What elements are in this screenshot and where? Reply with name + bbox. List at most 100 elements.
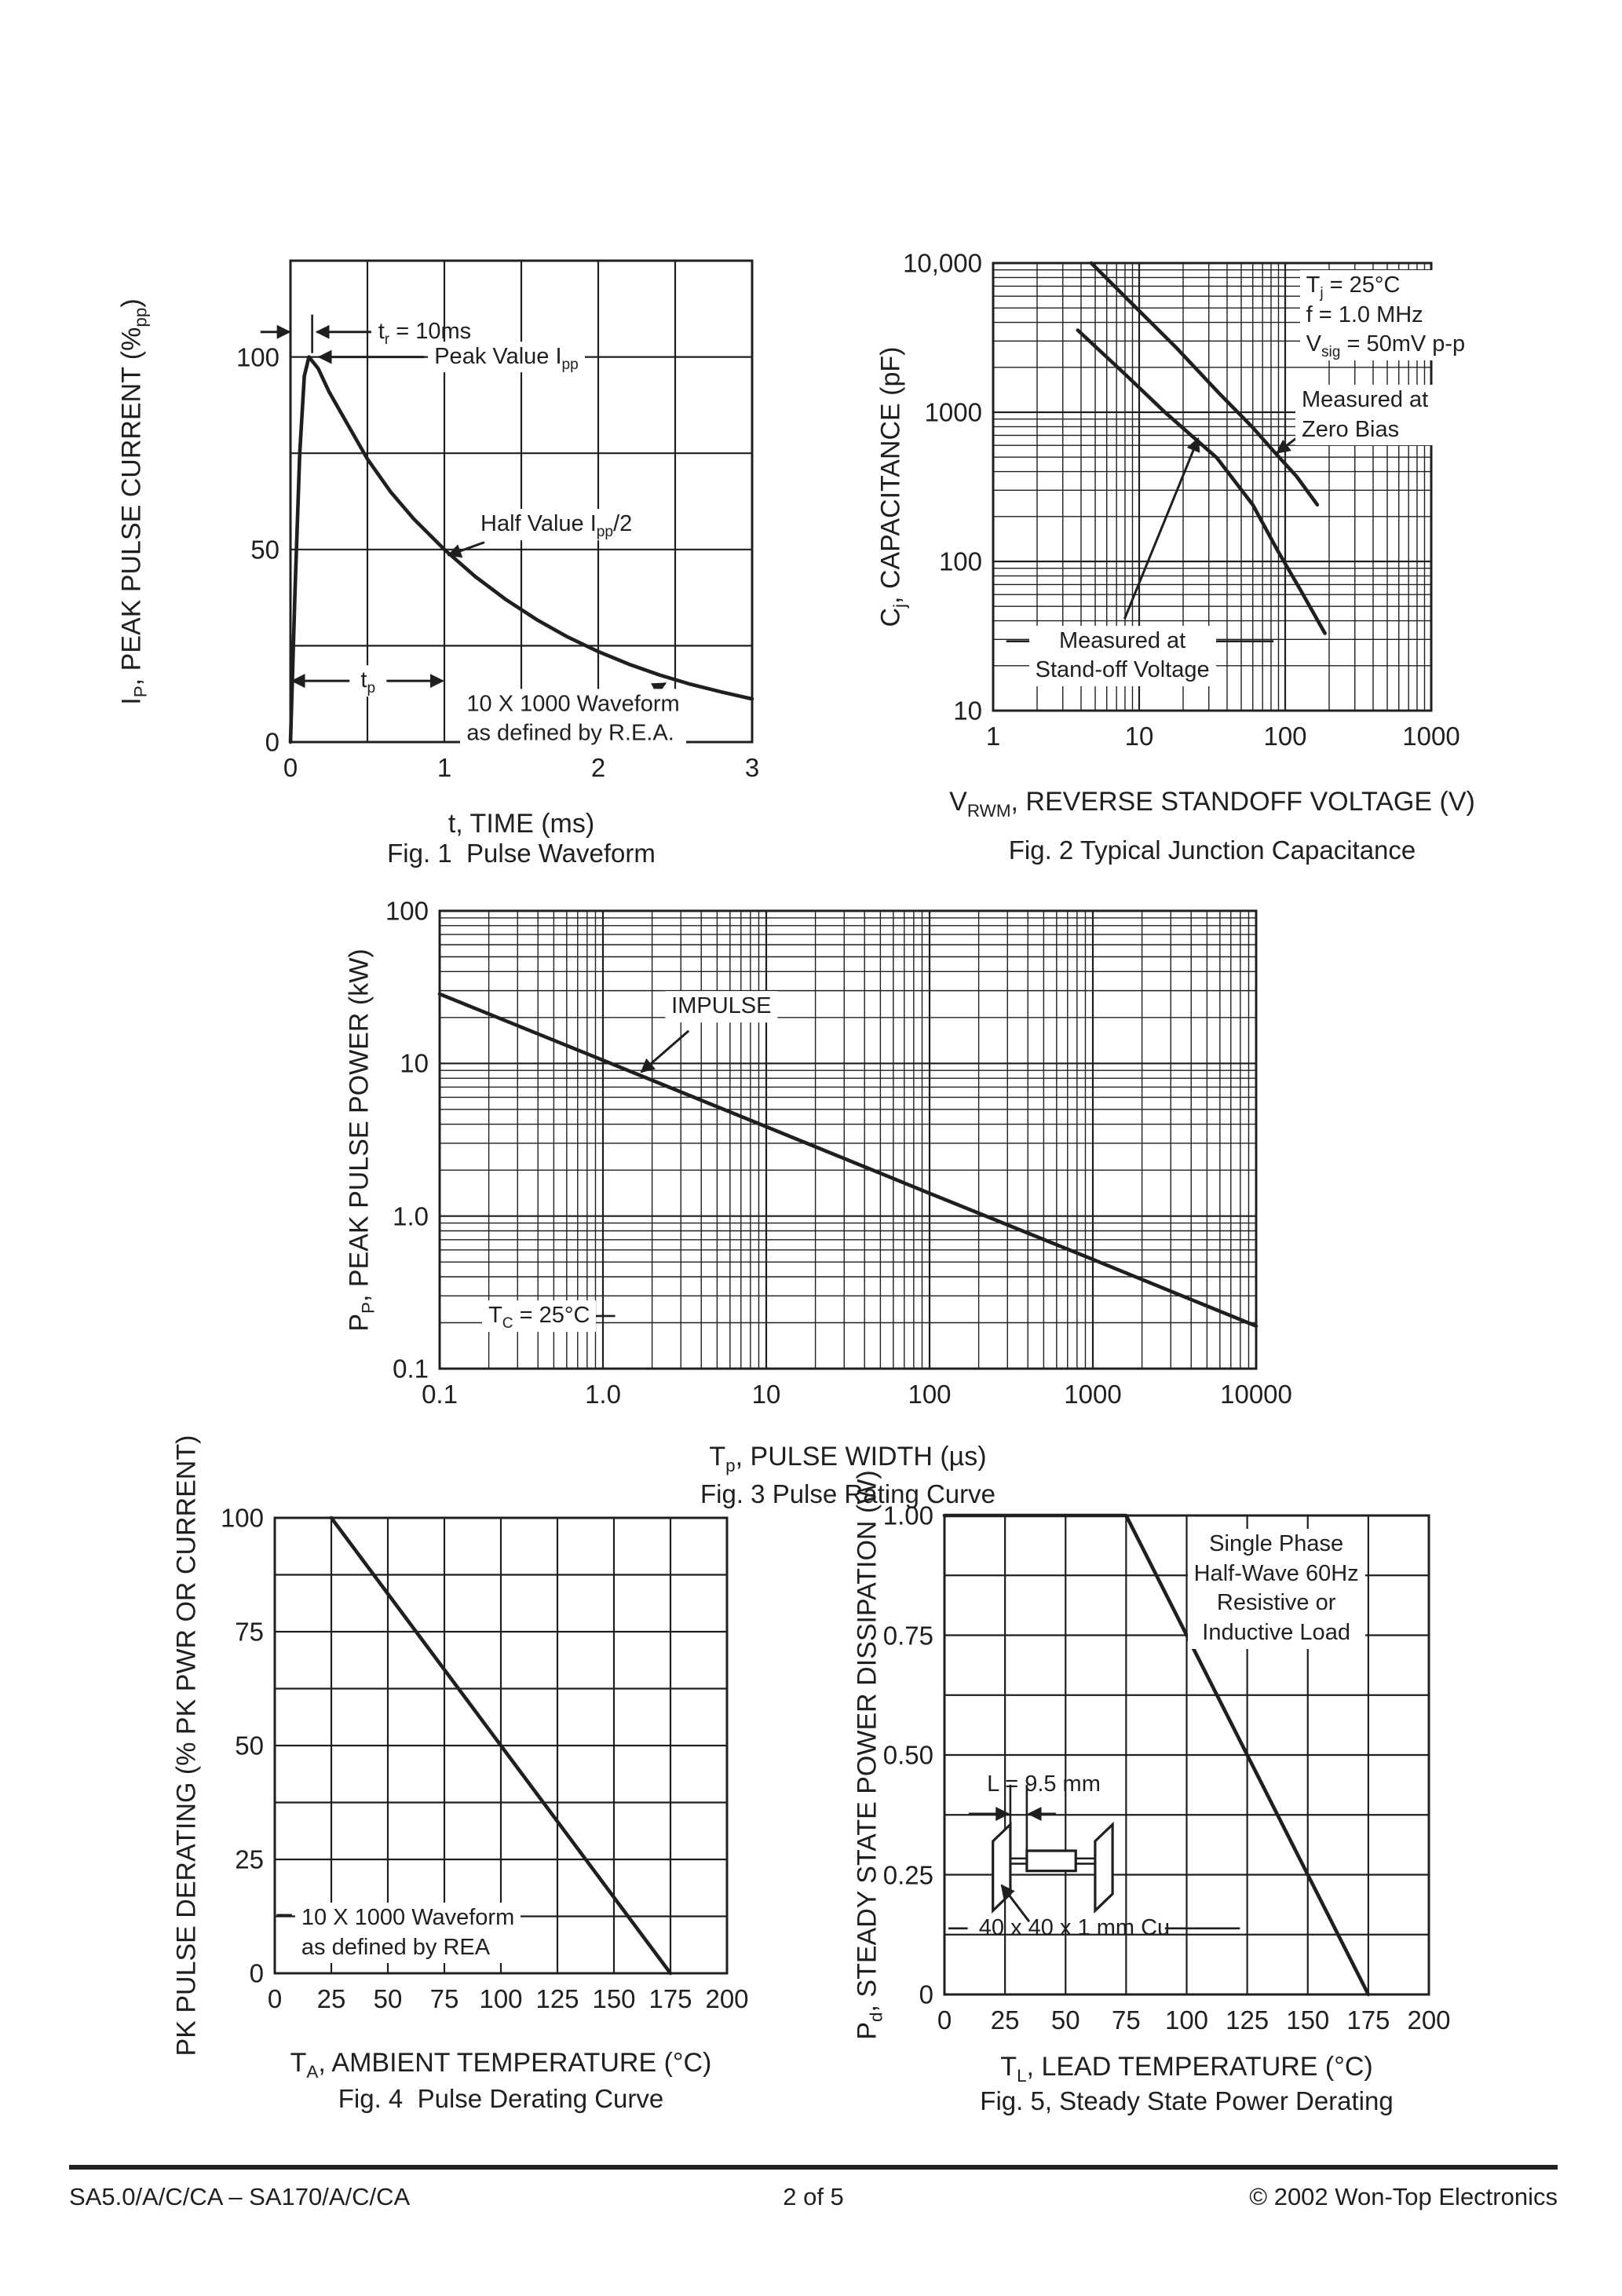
fig4-y-tick-0: 0 (249, 1958, 264, 1988)
fig5-plot (942, 1513, 1430, 1997)
fig4-x-tick-3: 75 (429, 1984, 459, 2013)
fig2-y-tick-1: 100 (938, 547, 982, 576)
fig4-x-axis-label: TA, AMBIENT TEMPERATURE (°C) (290, 2048, 712, 2082)
fig1-x-axis-label: t, TIME (ms) (448, 809, 595, 839)
fig5-x-tick-1: 25 (990, 2005, 1020, 2035)
fig4-x-tick-1: 25 (316, 1984, 346, 2013)
fig1-x-tick-0: 0 (283, 753, 298, 782)
fig5-y-tick-4: 1.00 (882, 1501, 933, 1530)
fig3-y-tick-2: 10 (400, 1048, 429, 1078)
fig5-annotation-text-1: L = 9.5 mm (987, 1771, 1101, 1797)
fig4-series-pulse-derating (329, 1515, 673, 1976)
fig5-annotation-text-0: Single Phase Half-Wave 60Hz Resistive or In… (1187, 1529, 1365, 1649)
fig5-y-tick-0: 0 (919, 1980, 933, 2009)
fig3-x-tick-1: 1.0 (585, 1380, 621, 1409)
fig2-caption: Fig. 2 Typical Junction Capacitance (1008, 835, 1416, 865)
fig5-y-tick-2: 0.50 (882, 1740, 933, 1770)
fig1-annotation-text-6: Half Value Ipp/2 (474, 509, 639, 540)
footer: SA5.0/A/C/CA – SA170/A/C/CA 2 of 5 © 200… (69, 2183, 1558, 2214)
fig3-annotation-arrow-1 (640, 1029, 690, 1073)
footer-rule (69, 2165, 1558, 2170)
fig4-annotation-text-0: 10 X 1000 Waveform as defined by REA (294, 1903, 521, 1964)
fig2-x-tick-0: 1 (985, 722, 1001, 751)
fig1-x-tick-3: 3 (744, 753, 760, 782)
fig2-plot-border (992, 261, 1433, 712)
fig5-x-axis-label: TL, LEAD TEMPERATURE (°C) (1000, 2052, 1373, 2086)
fig4-y-tick-4: 100 (220, 1503, 264, 1533)
fig1-annotation-arrow-7 (447, 541, 485, 558)
fig3-x-tick-2: 10 (751, 1380, 781, 1409)
fig5-x-tick-7: 175 (1346, 2005, 1390, 2035)
fig4-y-tick-1: 25 (235, 1844, 264, 1874)
fig2-annotation-text-0: Tj = 25°C f = 1.0 MHz Vsig = 50mV p-p (1299, 270, 1472, 361)
fig5-plot-border (943, 1514, 1430, 1996)
fig3-series-impulse (437, 992, 1259, 1329)
fig4-x-tick-5: 125 (535, 1984, 579, 2013)
fig4-plot-border (273, 1516, 729, 1975)
fig2-y-tick-3: 10,000 (903, 248, 982, 278)
fig5-x-tick-8: 200 (1407, 2005, 1451, 2035)
fig4-y-axis-label: PK PULSE DERATING (% PK PWR OR CURRENT) (171, 1435, 202, 2057)
fig4-chart: 10 X 1000 Waveform as defined by REA 0 25 50… (172, 1435, 749, 2113)
footer-part-number: SA5.0/A/C/CA – SA170/A/C/CA (69, 2183, 411, 2210)
fig4-y-tick-2: 50 (235, 1731, 264, 1760)
fig2-y-tick-2: 1000 (924, 397, 982, 427)
fig1-x-tick-2: 2 (590, 753, 606, 782)
fig3-annotation-text-2: TC = 25°C (482, 1300, 597, 1332)
fig5-annotation-text-14: 40 x 40 x 1 mm Cu (978, 1914, 1171, 1940)
fig3-plot-border (438, 909, 1258, 1370)
fig3-x-tick-4: 1000 (1064, 1380, 1122, 1409)
fig3-y-tick-3: 100 (385, 896, 429, 926)
fig2-x-axis-label: VRWM, REVERSE STANDOFF VOLTAGE (V) (949, 787, 1475, 821)
fig2-x-tick-1: 10 (1124, 722, 1154, 751)
fig2-series-measured-at-standoff-voltage (1076, 328, 1327, 635)
fig5-chart: Single Phase Half-Wave 60Hz Resistive or In… (853, 1470, 1451, 2115)
fig2-annotation-text-1: Measured at Zero Bias (1295, 385, 1435, 446)
fig1-y-axis-label: IP, PEAK PULSE CURRENT (%pp) (116, 298, 151, 705)
fig5-annotation-arrow-13 (1000, 1884, 1031, 1923)
fig3-y-tick-1: 1.0 (393, 1201, 429, 1231)
fig2-series-measured-at-zero-bias (1089, 261, 1320, 507)
fig4-caption: Fig. 4 Pulse Derating Curve (338, 2084, 664, 2113)
footer-page-number: 2 of 5 (783, 2183, 844, 2210)
footer-copyright: © 2002 Won-Top Electronics (1249, 2183, 1558, 2210)
fig1-annotation-text-3: tr = 10ms (378, 318, 472, 348)
fig4-x-tick-2: 50 (373, 1984, 403, 2013)
fig4-x-tick-6: 150 (592, 1984, 636, 2013)
fig5-inset-shape-8 (1025, 1849, 1077, 1873)
fig5-inset-shape-7 (1094, 1821, 1114, 1914)
fig3-y-axis-label: PP, PEAK PULSE POWER (kW) (344, 948, 378, 1332)
fig1-chart: tr = 10ms Peak Value Ipp Half Value Ipp/2 t… (117, 259, 759, 868)
fig1-series-pulse-waveform (288, 355, 754, 744)
fig3-x-tick-5: 10000 (1220, 1380, 1292, 1409)
fig5-x-tick-3: 75 (1112, 2005, 1141, 2035)
fig3-annotation-text-0: IMPULSE (665, 991, 778, 1023)
fig1-x-tick-1: 1 (437, 753, 452, 782)
fig2-x-tick-3: 1000 (1402, 722, 1460, 751)
fig1-annotation-text-5: Peak Value Ipp (428, 341, 585, 373)
fig5-x-tick-2: 50 (1050, 2005, 1080, 2035)
fig3-y-tick-0: 0.1 (393, 1354, 429, 1384)
fig5-x-tick-6: 150 (1286, 2005, 1330, 2035)
fig4-x-tick-8: 200 (705, 1984, 749, 2013)
fig2-x-tick-2: 100 (1263, 722, 1307, 751)
fig4-y-tick-3: 75 (235, 1617, 264, 1647)
fig4-x-tick-7: 175 (648, 1984, 692, 2013)
fig1-y-tick-2: 100 (236, 342, 279, 372)
fig2-annotation-arrow-6 (1123, 437, 1200, 620)
fig3-x-tick-0: 0.1 (422, 1380, 458, 1409)
fig5-x-tick-5: 125 (1226, 2005, 1269, 2035)
fig4-x-tick-4: 100 (479, 1984, 523, 2013)
fig3-plot (437, 909, 1259, 1370)
fig5-y-axis-label: Pd, STEADY STATE POWER DISSIPATION (W) (852, 1470, 886, 2040)
fig3-x-tick-3: 100 (908, 1380, 952, 1409)
fig2-chart: Tj = 25°C f = 1.0 MHz Vsig = 50mV p-p Measu… (876, 250, 1475, 865)
fig5-inset-shape-6 (992, 1821, 1012, 1914)
fig2-y-axis-label: Cj, CAPACITANCE (pF) (875, 346, 910, 627)
fig3-caption: Fig. 3 Pulse Rating Curve (700, 1479, 996, 1508)
fig1-annotation-text-11: 10 X 1000 Waveform as defined by R.E.A. (460, 688, 686, 750)
fig5-x-tick-4: 100 (1164, 2005, 1209, 2035)
fig3-chart: IMPULSE TC = 25°C 0.1 1.0 10 100 1000 10000 0.1 1… (345, 898, 1292, 1509)
fig5-y-tick-1: 0.25 (882, 1860, 933, 1889)
